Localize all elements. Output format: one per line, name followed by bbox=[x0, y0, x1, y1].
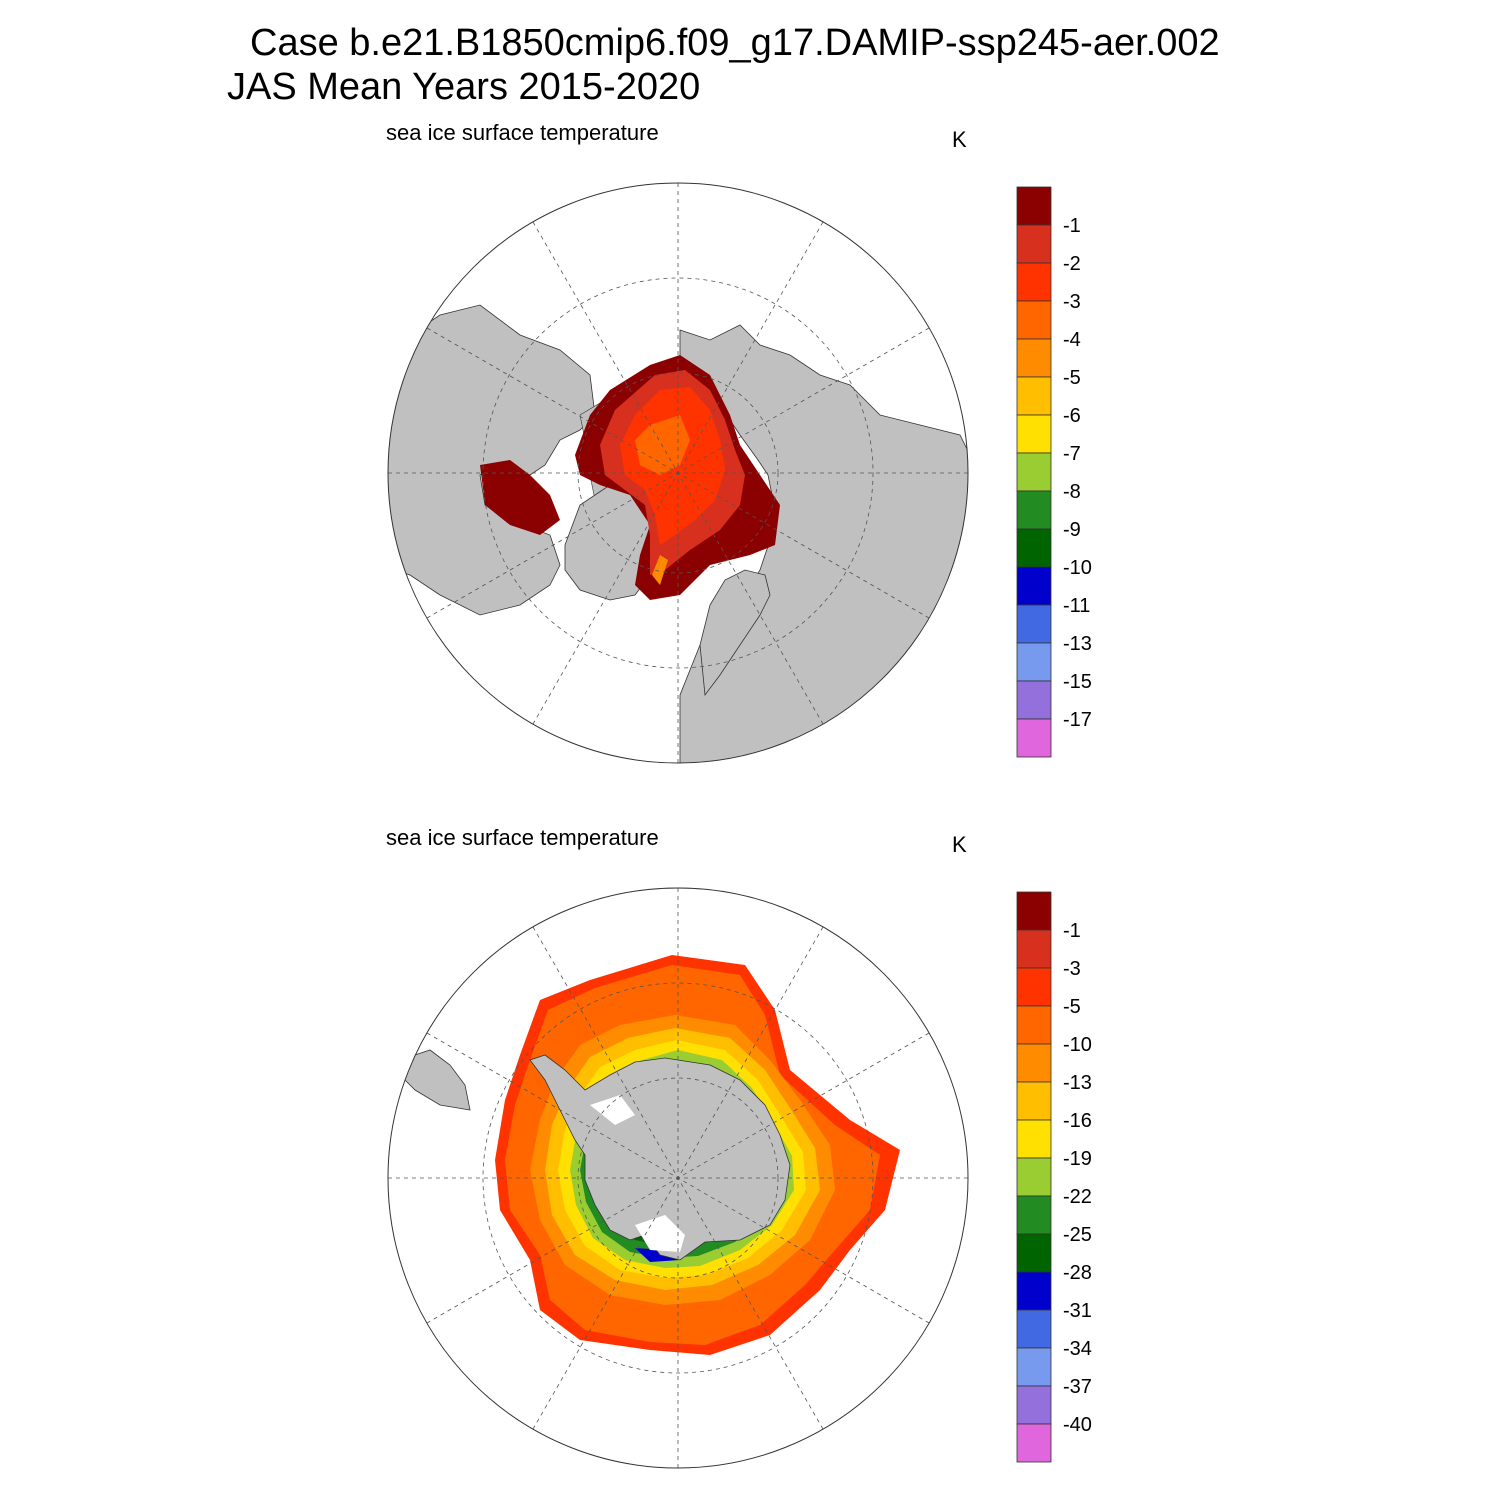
north-colorbar-box bbox=[1016, 718, 1052, 758]
south-colorbar-box bbox=[1016, 1347, 1052, 1387]
south-colorbar-box bbox=[1016, 891, 1052, 931]
north-colorbar-box bbox=[1016, 338, 1052, 378]
south-graticule bbox=[388, 888, 968, 1468]
north-colorbar-box bbox=[1016, 300, 1052, 340]
south-ice-shelf-ross bbox=[635, 1215, 685, 1252]
north-colorbar-box bbox=[1016, 490, 1052, 530]
south-colorbar-label: -31 bbox=[1063, 1300, 1092, 1322]
plot-title-line2: JAS Mean Years 2015-2020 bbox=[227, 66, 701, 108]
south-colorbar-label: -16 bbox=[1063, 1110, 1092, 1132]
north-colorbar-label: -13 bbox=[1063, 633, 1092, 655]
north-colorbar-label: -11 bbox=[1063, 595, 1090, 617]
south-colorbar-label: -28 bbox=[1063, 1262, 1092, 1284]
north-colorbar-box bbox=[1016, 414, 1052, 454]
south-colorbar-box bbox=[1016, 967, 1052, 1007]
north-colorbar-box bbox=[1016, 186, 1052, 226]
north-seaice-edge bbox=[652, 555, 668, 585]
north-colorbar-label: -4 bbox=[1063, 329, 1081, 351]
north-colorbar-box bbox=[1016, 680, 1052, 720]
north-colorbar-label: -10 bbox=[1063, 557, 1092, 579]
south-colorbar-label: -13 bbox=[1063, 1072, 1092, 1094]
south-map-border bbox=[387, 887, 969, 1469]
south-colorbar-box bbox=[1016, 1081, 1052, 1121]
north-colorbar-label: -7 bbox=[1063, 443, 1081, 465]
south-colorbar-box bbox=[1016, 1423, 1052, 1463]
north-colorbar-label: -8 bbox=[1063, 481, 1081, 503]
south-ice-shelf-weddell bbox=[590, 1095, 635, 1125]
north-colorbar-box bbox=[1016, 566, 1052, 606]
north-colorbar-box bbox=[1016, 376, 1052, 416]
north-panel-subtitle: sea ice surface temperature bbox=[386, 120, 659, 145]
south-colorbar-box bbox=[1016, 929, 1052, 969]
south-colorbar-label: -22 bbox=[1063, 1186, 1092, 1208]
south-colorbar-label: -3 bbox=[1063, 958, 1081, 980]
south-polar-map bbox=[387, 887, 969, 1469]
north-colorbar-boxes bbox=[1016, 186, 1052, 758]
south-colorbar-box bbox=[1016, 1157, 1052, 1197]
south-colorbar-label: -19 bbox=[1063, 1148, 1092, 1170]
north-colorbar-box bbox=[1016, 528, 1052, 568]
south-colorbar-box bbox=[1016, 1233, 1052, 1273]
north-colorbar-box bbox=[1016, 604, 1052, 644]
south-colorbar-boxes bbox=[1016, 891, 1052, 1463]
south-colorbar-box bbox=[1016, 1005, 1052, 1045]
north-colorbar-labels: -1 -2 -3 -4 -5 -6 -7 -8 -9 -10 -11 -13 -15 -17 bbox=[1063, 215, 1092, 731]
north-colorbar-label: -3 bbox=[1063, 291, 1081, 313]
north-seaice-canada-bay bbox=[480, 460, 560, 535]
north-colorbar-label: -5 bbox=[1063, 367, 1081, 389]
south-colorbar-labels: -1 -3 -5 -10 -13 -16 -19 -22 -25 -28 -31 -34 -37 -40 bbox=[1063, 920, 1092, 1436]
north-colorbar: -1 -2 -3 -4 -5 -6 -7 -8 -9 -10 -11 -13 -15 -17 bbox=[1016, 186, 1092, 758]
north-polar-map bbox=[387, 182, 969, 764]
south-colorbar-box bbox=[1016, 1043, 1052, 1083]
north-colorbar-label: -1 bbox=[1063, 215, 1081, 237]
north-colorbar-label: -17 bbox=[1063, 709, 1092, 731]
south-colorbar-box bbox=[1016, 1271, 1052, 1311]
south-panel-units: K bbox=[952, 832, 967, 857]
north-panel-units: K bbox=[952, 127, 967, 152]
south-seaice-blue-ross bbox=[635, 1248, 680, 1262]
north-seaice-core bbox=[635, 415, 690, 475]
south-colorbar-box bbox=[1016, 1119, 1052, 1159]
south-colorbar-label: -40 bbox=[1063, 1414, 1092, 1436]
north-colorbar-box bbox=[1016, 452, 1052, 492]
north-colorbar-label: -15 bbox=[1063, 671, 1092, 693]
south-colorbar-label: -5 bbox=[1063, 996, 1081, 1018]
south-colorbar-label: -25 bbox=[1063, 1224, 1092, 1246]
north-colorbar-box bbox=[1016, 642, 1052, 682]
north-colorbar-label: -2 bbox=[1063, 253, 1081, 275]
north-colorbar-box bbox=[1016, 224, 1052, 264]
north-map-border bbox=[387, 182, 969, 764]
north-colorbar-box bbox=[1016, 262, 1052, 302]
south-colorbar-box bbox=[1016, 1309, 1052, 1349]
south-colorbar-box bbox=[1016, 1385, 1052, 1425]
south-colorbar-box bbox=[1016, 1195, 1052, 1235]
south-colorbar: -1 -3 -5 -10 -13 -16 -19 -22 -25 -28 -31 -34 -37 -40 bbox=[1016, 891, 1092, 1463]
south-colorbar-label: -34 bbox=[1063, 1338, 1092, 1360]
south-colorbar-label: -37 bbox=[1063, 1376, 1092, 1398]
north-colorbar-label: -9 bbox=[1063, 519, 1081, 541]
south-colorbar-label: -10 bbox=[1063, 1034, 1092, 1056]
plot-title-line1: Case b.e21.B1850cmip6.f09_g17.DAMIP-ssp2… bbox=[250, 22, 1220, 64]
south-colorbar-label: -1 bbox=[1063, 920, 1081, 942]
north-colorbar-label: -6 bbox=[1063, 405, 1081, 427]
north-graticule bbox=[388, 183, 968, 763]
south-panel-subtitle: sea ice surface temperature bbox=[386, 825, 659, 850]
